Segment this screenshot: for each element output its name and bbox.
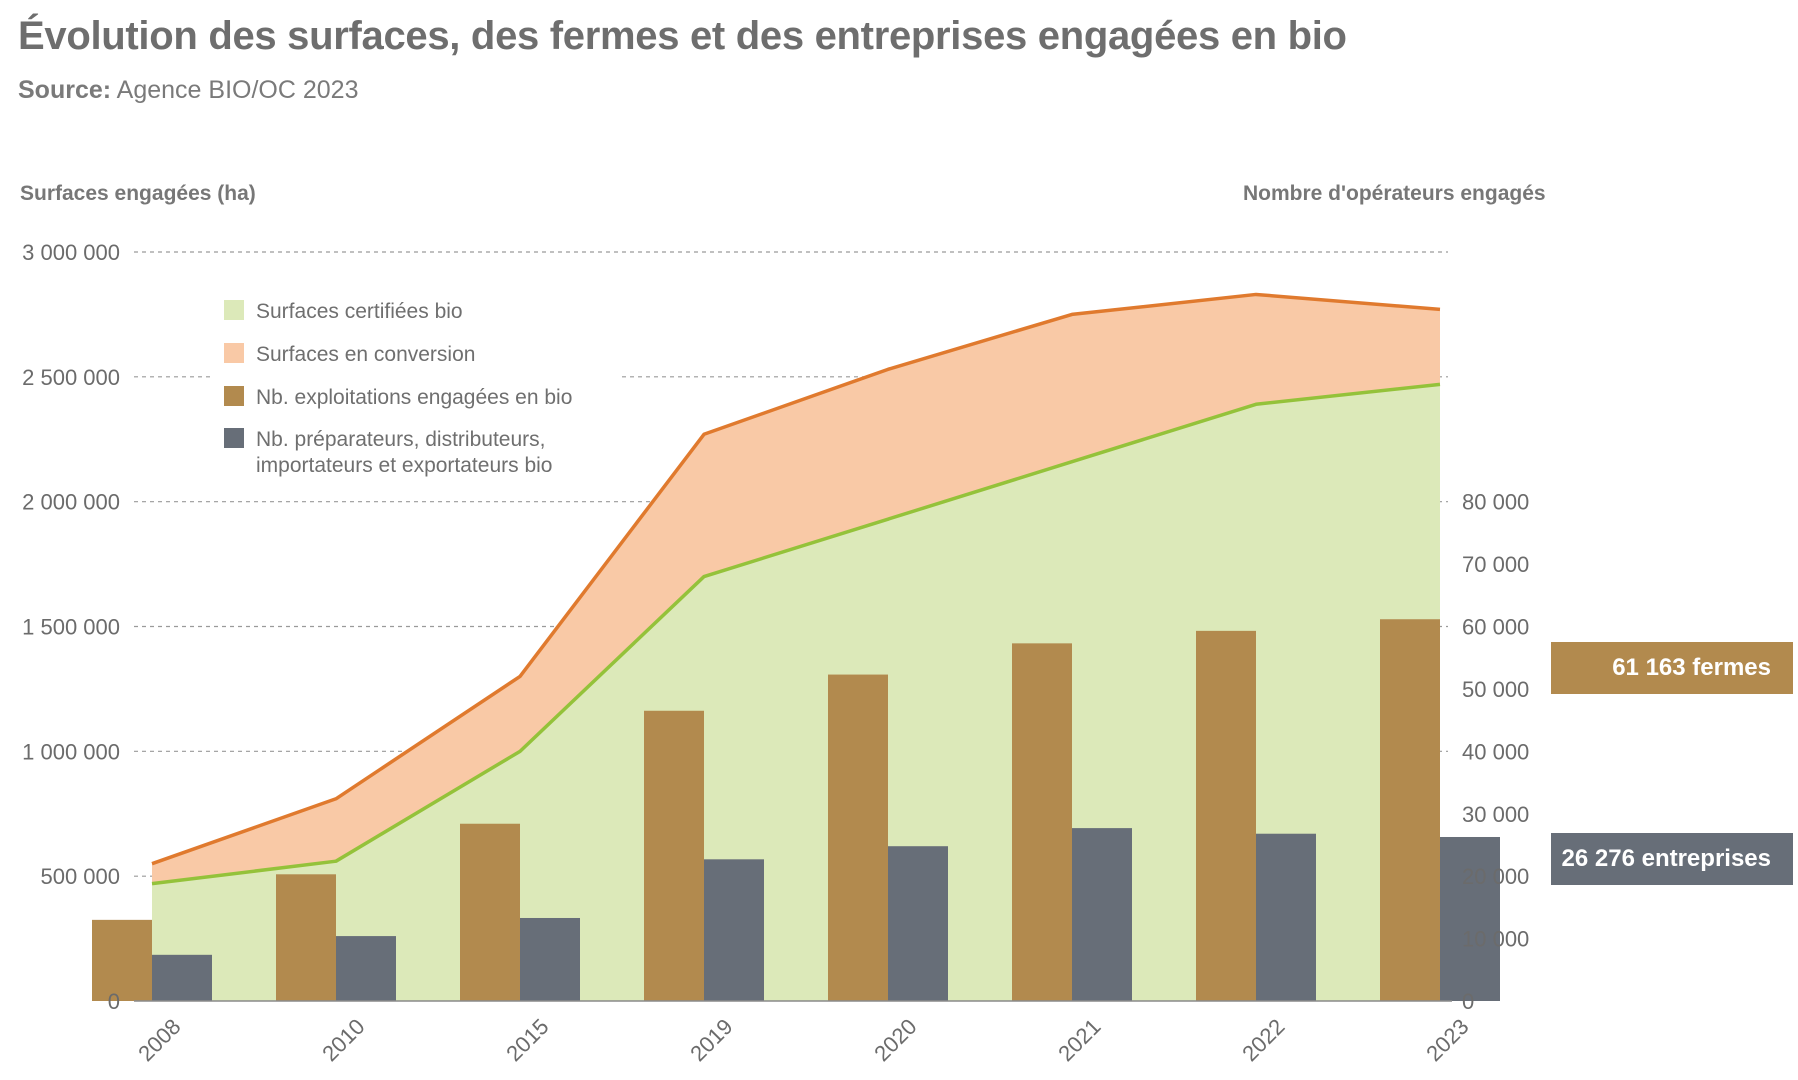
bar-companies-2021 [1072, 828, 1132, 1001]
x-tick-label: 2019 [685, 1014, 737, 1066]
legend-label: Surfaces certifiées bio [256, 300, 463, 323]
x-tick-label: 2010 [317, 1014, 369, 1066]
left-tick-label: 1 000 000 [22, 739, 120, 764]
legend-swatch [224, 343, 244, 363]
right-tick-label: 20 000 [1462, 864, 1529, 889]
bar-companies-2008 [152, 954, 212, 1001]
bar-farms-2010 [276, 874, 336, 1001]
right-tick-label: 40 000 [1462, 739, 1529, 764]
legend-label: importateurs et exportateurs bio [256, 454, 552, 477]
bar-farms-2019 [644, 710, 704, 1001]
x-tick-label: 2015 [501, 1014, 553, 1066]
chart-source: Source: Agence BIO/OC 2023 [18, 76, 358, 105]
farms-total-badge: 61 163 fermes [1551, 642, 1793, 694]
legend-label: Surfaces en conversion [256, 343, 475, 366]
companies-total-badge: 26 276 entreprises [1551, 833, 1793, 885]
x-tick-label: 2020 [869, 1014, 921, 1066]
bar-farms-2022 [1196, 630, 1256, 1001]
left-tick-label: 2 500 000 [22, 365, 120, 390]
bar-companies-2015 [520, 917, 580, 1001]
legend-label: Nb. préparateurs, distributeurs, [256, 428, 545, 451]
x-tick-label: 2021 [1053, 1014, 1105, 1066]
legend-swatch [224, 428, 244, 448]
right-tick-label: 30 000 [1462, 802, 1529, 827]
bar-companies-2010 [336, 936, 396, 1001]
left-axis-title: Surfaces engagées (ha) [20, 182, 256, 205]
right-tick-label: 50 000 [1462, 677, 1529, 702]
left-tick-label: 2 000 000 [22, 490, 120, 515]
legend-label: Nb. exploitations engagées en bio [256, 386, 572, 409]
bar-farms-2008 [92, 919, 152, 1001]
x-tick-label: 2023 [1421, 1014, 1473, 1066]
source-text: Agence BIO/OC 2023 [116, 76, 359, 104]
bar-farms-2021 [1012, 643, 1072, 1001]
total-surface-line [151, 292, 1441, 866]
bar-farms-2015 [460, 823, 520, 1001]
bar-companies-2023 [1440, 836, 1500, 1001]
right-axis-title: Nombre d'opérateurs engagés [1243, 182, 1546, 205]
legend-backdrop [210, 286, 620, 482]
bar-farms-2020 [828, 674, 888, 1001]
legend-swatch [224, 300, 244, 320]
bar-companies-2020 [888, 846, 948, 1001]
certified-line [151, 382, 1441, 886]
bar-companies-2019 [704, 859, 764, 1001]
left-tick-label: 3 000 000 [22, 240, 120, 265]
right-tick-label: 60 000 [1462, 615, 1529, 640]
left-tick-label: 0 [108, 989, 120, 1014]
right-tick-label: 80 000 [1462, 490, 1529, 515]
right-tick-label: 10 000 [1462, 927, 1529, 952]
x-tick-label: 2022 [1237, 1014, 1289, 1066]
left-tick-label: 500 000 [40, 864, 120, 889]
legend-swatch [224, 386, 244, 406]
source-label: Source: [18, 76, 112, 104]
x-tick-label: 2008 [133, 1014, 185, 1066]
right-tick-label: 0 [1462, 989, 1474, 1014]
chart-title: Évolution des surfaces, des fermes et de… [18, 14, 1347, 58]
bar-companies-2022 [1256, 833, 1316, 1001]
left-tick-label: 1 500 000 [22, 615, 120, 640]
conversion-area [152, 294, 1440, 884]
right-tick-label: 70 000 [1462, 552, 1529, 577]
bar-farms-2023 [1380, 619, 1440, 1001]
